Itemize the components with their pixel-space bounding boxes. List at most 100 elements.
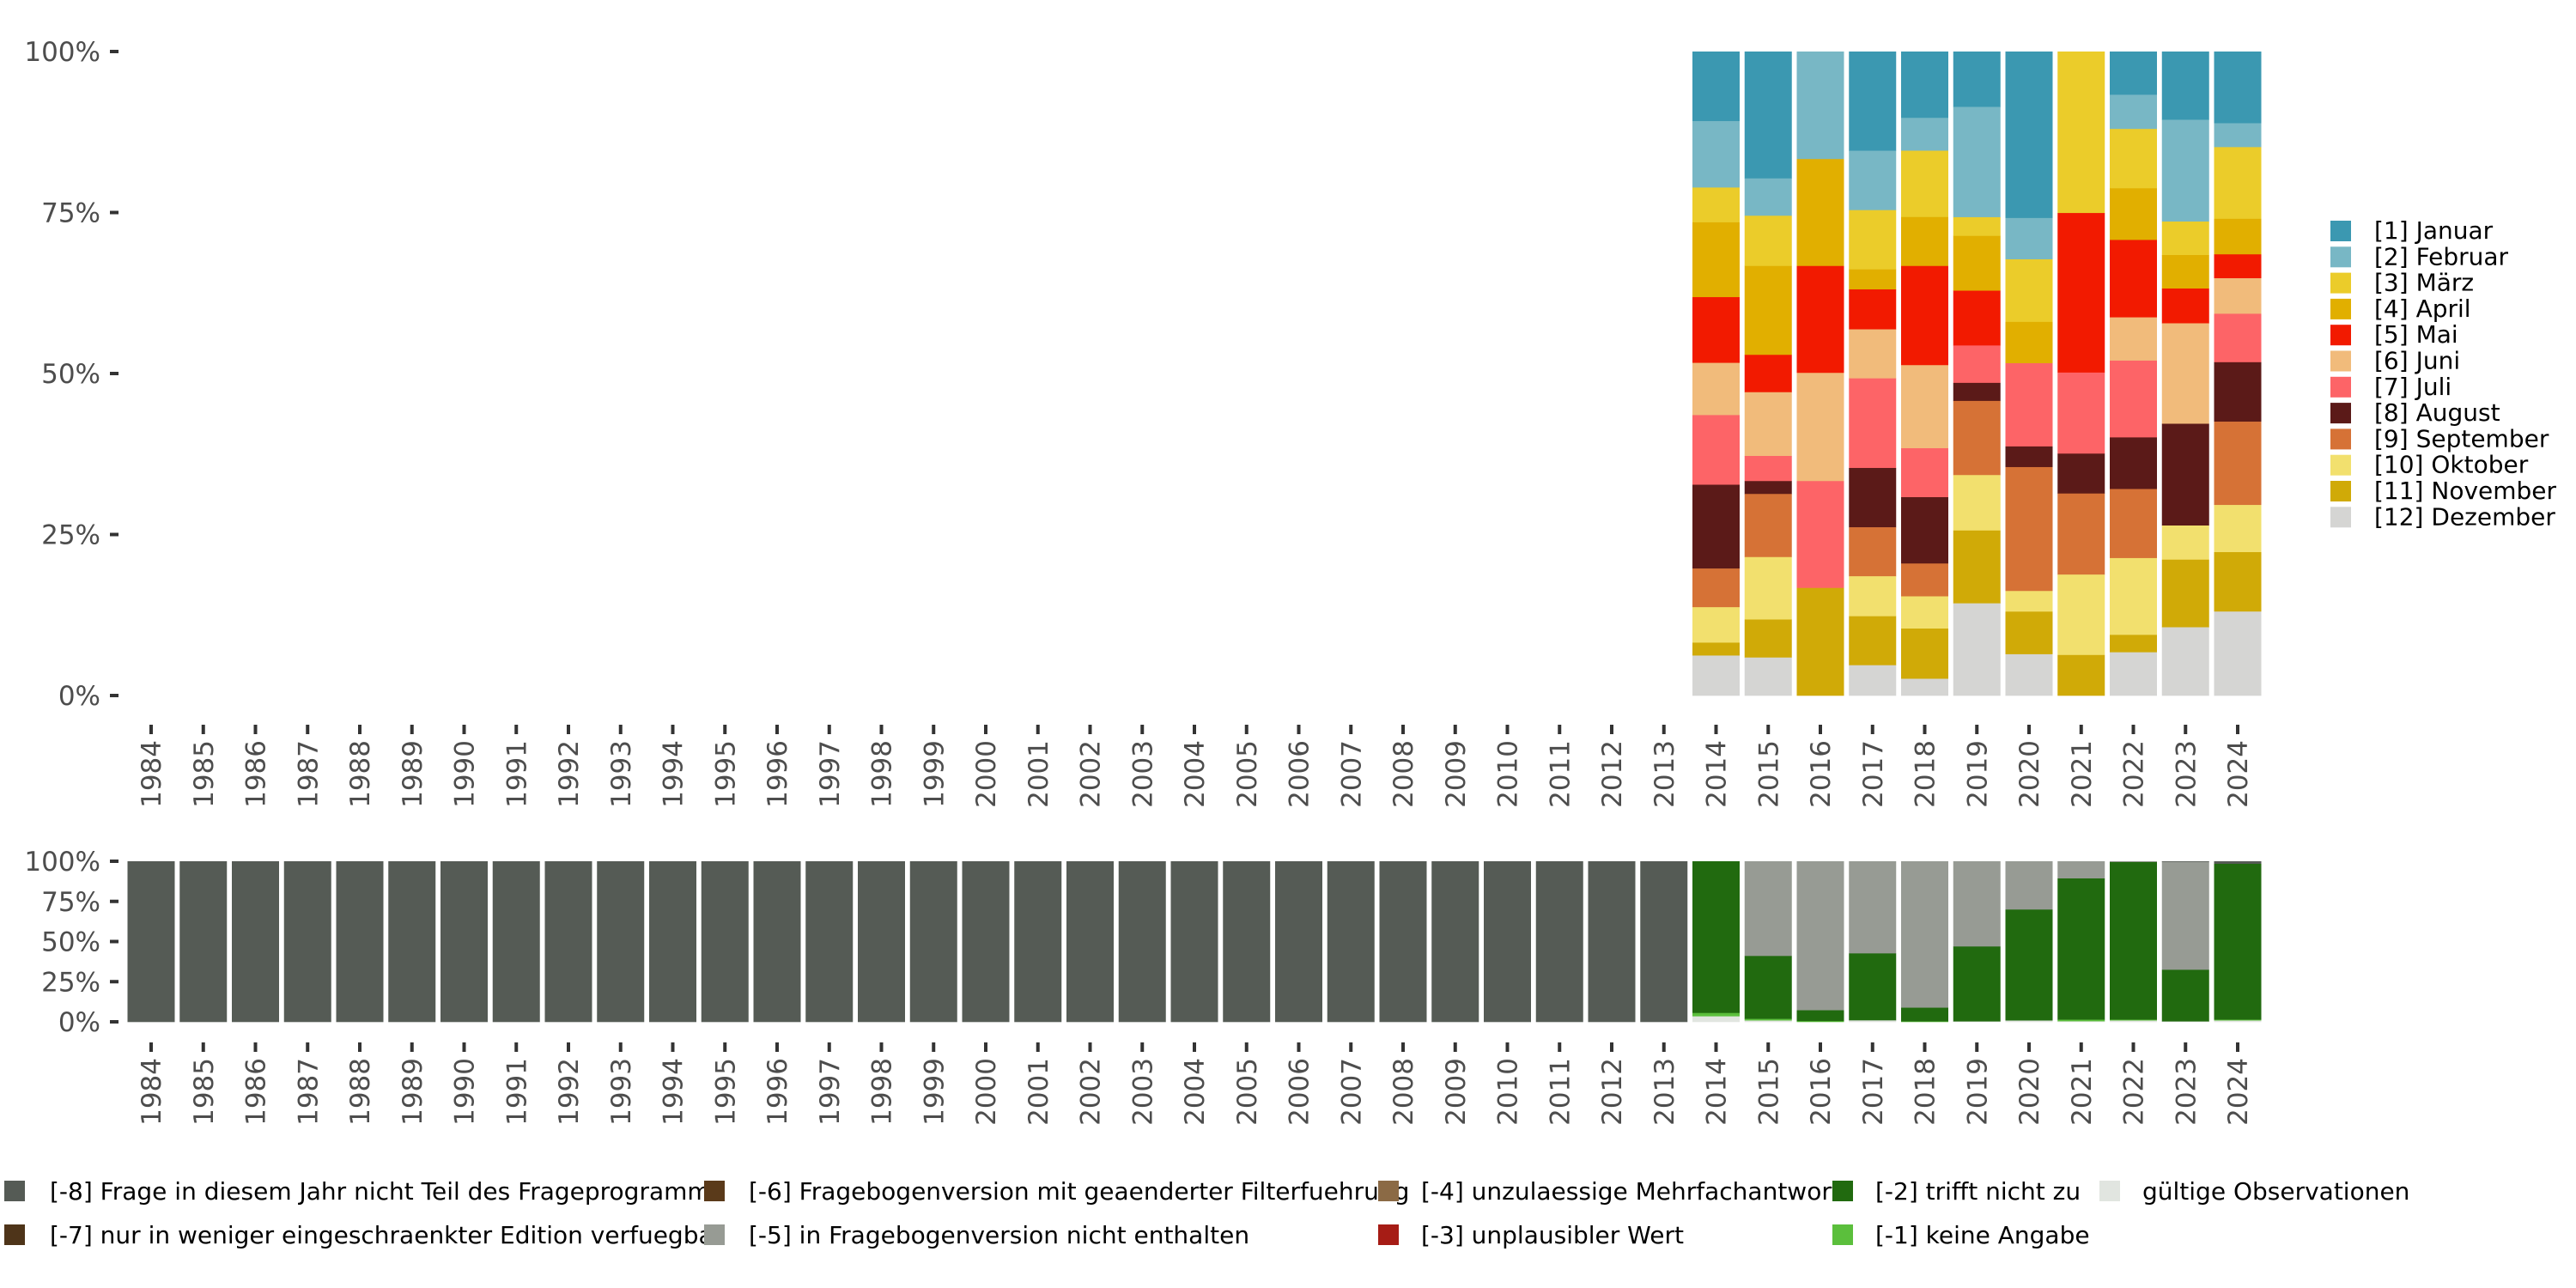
top-x-tick-label: 2021 bbox=[2067, 740, 2098, 808]
top-y-tick-mark bbox=[110, 50, 118, 53]
bottom-x-tick-mark bbox=[1193, 1042, 1196, 1052]
top-x-tick-mark bbox=[932, 725, 936, 734]
top-y-tick-mark bbox=[110, 372, 118, 375]
top-x-tick-mark bbox=[1923, 725, 1927, 734]
bottom-x-tick-mark bbox=[827, 1042, 831, 1052]
top-x-tick-label: 1996 bbox=[762, 740, 793, 808]
bar-segment-2019-2 bbox=[1953, 106, 2001, 218]
bar-segment-2023-11 bbox=[2161, 559, 2209, 628]
bar-segment-2017-9 bbox=[1849, 527, 1897, 577]
bar-segment-2024-2 bbox=[2214, 123, 2262, 148]
bar-segment-2016-2 bbox=[1796, 52, 1844, 160]
bar-segment-2022-5 bbox=[2110, 240, 2157, 318]
bar-segment-1991-code-0 bbox=[492, 861, 540, 1023]
legend-label: [5] Mai bbox=[2374, 320, 2458, 349]
top-x-tick-label: 2011 bbox=[1545, 740, 1576, 808]
top-x-tick-mark bbox=[253, 725, 258, 734]
bottom-x-tick-label: 2014 bbox=[1702, 1058, 1733, 1126]
top-x-tick-mark bbox=[462, 725, 466, 734]
bar-segment-2024-4 bbox=[2214, 218, 2262, 255]
bar-segment-2015-9 bbox=[1744, 494, 1792, 558]
bottom-legend-label: gültige Observationen bbox=[2142, 1177, 2409, 1206]
top-x-tick-mark bbox=[827, 725, 831, 734]
legend-swatch bbox=[2330, 403, 2351, 424]
bar-segment-2022-code-3 bbox=[2110, 861, 2157, 863]
top-x-tick-label: 2000 bbox=[971, 740, 1002, 808]
bar-segment-2014-6 bbox=[1692, 362, 1740, 416]
bar-segment-2002-code-0 bbox=[1066, 861, 1114, 1023]
bar-segment-2001-code-0 bbox=[1014, 861, 1062, 1023]
bottom-x-tick-label: 2002 bbox=[1076, 1058, 1107, 1126]
top-x-tick-mark bbox=[2079, 725, 2083, 734]
top-x-tick-label: 2012 bbox=[1597, 740, 1628, 808]
bar-segment-1989-code-0 bbox=[388, 861, 436, 1023]
bottom-legend-swatch bbox=[1832, 1181, 1853, 1201]
bar-segment-2018-2 bbox=[1901, 118, 1948, 151]
bar-segment-2021-3 bbox=[2057, 52, 2105, 214]
bottom-x-tick-label: 2005 bbox=[1232, 1058, 1263, 1126]
bar-segment-2012-code-0 bbox=[1588, 861, 1636, 1023]
top-x-tick-label: 1995 bbox=[710, 740, 741, 808]
bar-segment-2019-9 bbox=[1953, 400, 2001, 476]
bottom-x-tick-mark bbox=[2184, 1042, 2188, 1052]
bar-segment-2017-code-6 bbox=[1849, 953, 1897, 1021]
bar-segment-2016-code-7 bbox=[1796, 1021, 1844, 1023]
top-x-tick-label: 1986 bbox=[241, 740, 272, 808]
bottom-x-tick-mark bbox=[879, 1042, 884, 1052]
bar-segment-2020-1 bbox=[2005, 52, 2053, 219]
top-y-tick-label: 0% bbox=[58, 681, 100, 712]
bar-segment-1996-code-0 bbox=[753, 861, 801, 1023]
month-legend: [1] Januar[2] Februar[3] März[4] April[5… bbox=[2330, 216, 2557, 531]
top-x-tick-mark bbox=[410, 725, 414, 734]
bar-segment-2020-8 bbox=[2005, 446, 2053, 468]
bar-segment-2014-2 bbox=[1692, 121, 1740, 188]
top-x-tick-mark bbox=[358, 725, 361, 734]
bottom-x-tick-label: 2013 bbox=[1649, 1058, 1680, 1126]
bottom-x-tick-mark bbox=[201, 1042, 205, 1052]
bottom-x-tick-label: 2022 bbox=[2119, 1058, 2150, 1126]
bar-segment-2021-10 bbox=[2057, 574, 2105, 656]
bar-segment-1999-code-0 bbox=[909, 861, 957, 1023]
bottom-x-axis: 1984 1985 1986 1987 1988 1989 1990 1991 1992 1993… bbox=[137, 1042, 2254, 1126]
bar-segment-2015-code-6 bbox=[1744, 956, 1792, 1019]
top-x-tick-mark bbox=[1505, 725, 1510, 734]
bar-segment-2024-5 bbox=[2214, 254, 2262, 279]
top-x-tick-label: 1992 bbox=[554, 740, 585, 808]
bottom-x-tick-label: 2012 bbox=[1597, 1058, 1628, 1126]
bottom-legend-label: [-2] trifft nicht zu bbox=[1875, 1177, 2081, 1206]
top-x-tick-label: 1998 bbox=[867, 740, 898, 808]
top-x-tick-label: 1997 bbox=[815, 740, 846, 808]
bottom-y-tick-label: 0% bbox=[58, 1007, 100, 1038]
bar-segment-1994-code-0 bbox=[649, 861, 696, 1023]
bottom-x-tick-mark bbox=[671, 1042, 675, 1052]
bar-segment-2018-6 bbox=[1901, 365, 1948, 449]
bottom-legend-label: [-3] unplausibler Wert bbox=[1421, 1221, 1684, 1249]
bar-segment-2018-4 bbox=[1901, 216, 1948, 267]
bottom-x-tick-mark bbox=[149, 1042, 153, 1052]
bottom-x-tick-mark bbox=[775, 1042, 779, 1052]
bar-segment-2019-10 bbox=[1953, 475, 2001, 532]
top-x-tick-label: 2010 bbox=[1493, 740, 1524, 808]
bottom-legend-label: [-7] nur in weniger eingeschraenkter Edi… bbox=[50, 1221, 724, 1249]
bar-segment-2014-12 bbox=[1692, 655, 1740, 696]
bar-segment-2017-7 bbox=[1849, 378, 1897, 469]
top-x-tick-label: 1991 bbox=[501, 740, 532, 808]
bottom-x-tick-label: 1987 bbox=[293, 1058, 324, 1126]
bottom-x-tick-mark bbox=[1662, 1042, 1666, 1052]
bar-segment-2022-1 bbox=[2110, 52, 2157, 95]
bar-segment-2024-code-0 bbox=[2214, 861, 2262, 865]
bar-segment-2018-3 bbox=[1901, 150, 1948, 218]
bar-segment-2023-4 bbox=[2161, 255, 2209, 289]
bottom-x-tick-mark bbox=[1349, 1042, 1353, 1052]
bar-segment-2020-code-6 bbox=[2005, 909, 2053, 1021]
bar-segment-2015-1 bbox=[1744, 52, 1792, 179]
bottom-legend-swatch bbox=[1378, 1224, 1399, 1245]
legend-label: [9] September bbox=[2374, 424, 2549, 453]
top-x-tick-mark bbox=[2184, 725, 2188, 734]
bar-segment-2009-code-0 bbox=[1431, 861, 1479, 1023]
bottom-x-tick-mark bbox=[1923, 1042, 1927, 1052]
top-x-tick-mark bbox=[567, 725, 570, 734]
bar-segment-2018-7 bbox=[1901, 448, 1948, 498]
bar-segment-2014-5 bbox=[1692, 297, 1740, 363]
